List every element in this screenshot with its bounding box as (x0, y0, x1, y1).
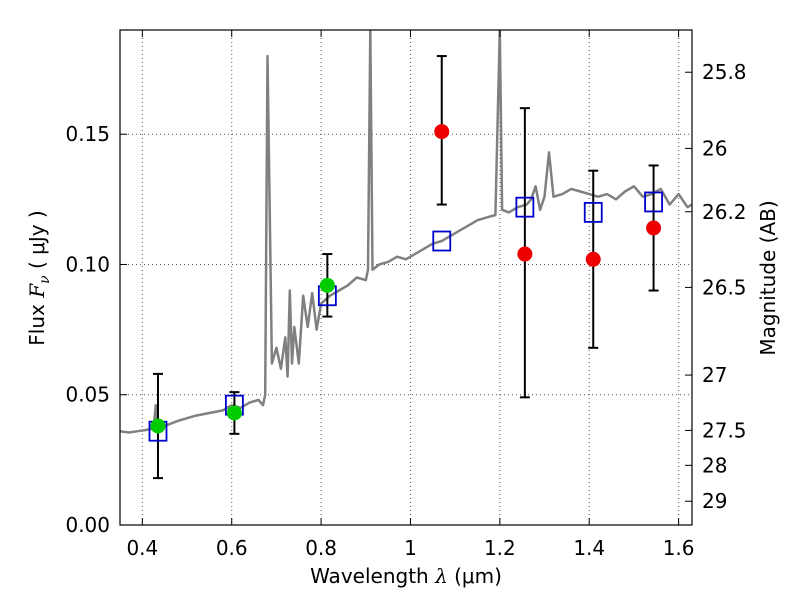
x-tick-label: 0.6 (216, 536, 248, 560)
model-square-4 (515, 196, 535, 218)
y2-tick-label: 26.2 (702, 200, 747, 224)
observed-point-4 (517, 246, 533, 262)
observed-point-3 (434, 124, 450, 140)
y-tick-label: 0.10 (65, 252, 110, 276)
axis-ticks (120, 30, 692, 526)
observed-point-0 (150, 418, 166, 434)
x-axis-label: Wavelength λ (μm) (310, 564, 502, 588)
x-tick-label: 1.6 (663, 536, 695, 560)
y2-axis-label: Magnitude (AB) (756, 200, 780, 355)
observed-point-2 (319, 277, 335, 293)
model-square-6 (644, 191, 663, 213)
model-square-3 (432, 230, 452, 252)
plot-frame (119, 29, 693, 526)
y2-tick-label: 29 (702, 489, 727, 513)
plot-background (120, 30, 692, 525)
model-square-5 (583, 201, 603, 223)
observed-point-5 (585, 251, 601, 267)
x-tick-label: 0.4 (126, 536, 158, 560)
y2-tick-label: 25.8 (702, 60, 747, 84)
observed-points (150, 124, 662, 434)
y2-tick-label: 26 (702, 136, 727, 160)
x-tick-label: 1 (404, 536, 417, 560)
x-tick-label: 1.2 (484, 536, 516, 560)
y-tick-label: 0.15 (65, 122, 110, 146)
y2-tick-label: 27.5 (702, 418, 747, 442)
observed-point-6 (646, 220, 662, 236)
y-tick-label: 0.00 (65, 513, 110, 537)
x-tick-label: 0.8 (305, 536, 337, 560)
tick-labels: 0.4 0.6 0.8 1 1.2 1.4 1.6 0.00 0.05 0.10 0.15 25.8 2… (65, 60, 746, 560)
y2-tick-label: 28 (702, 453, 727, 477)
y-axis-label: Flux Fν ( μJy ) (25, 210, 53, 345)
y-tick-label: 0.05 (65, 383, 110, 407)
y2-tick-label: 27 (702, 363, 727, 387)
y2-tick-label: 26.5 (702, 275, 747, 299)
x-tick-label: 1.4 (573, 536, 605, 560)
observed-point-1 (226, 405, 242, 421)
